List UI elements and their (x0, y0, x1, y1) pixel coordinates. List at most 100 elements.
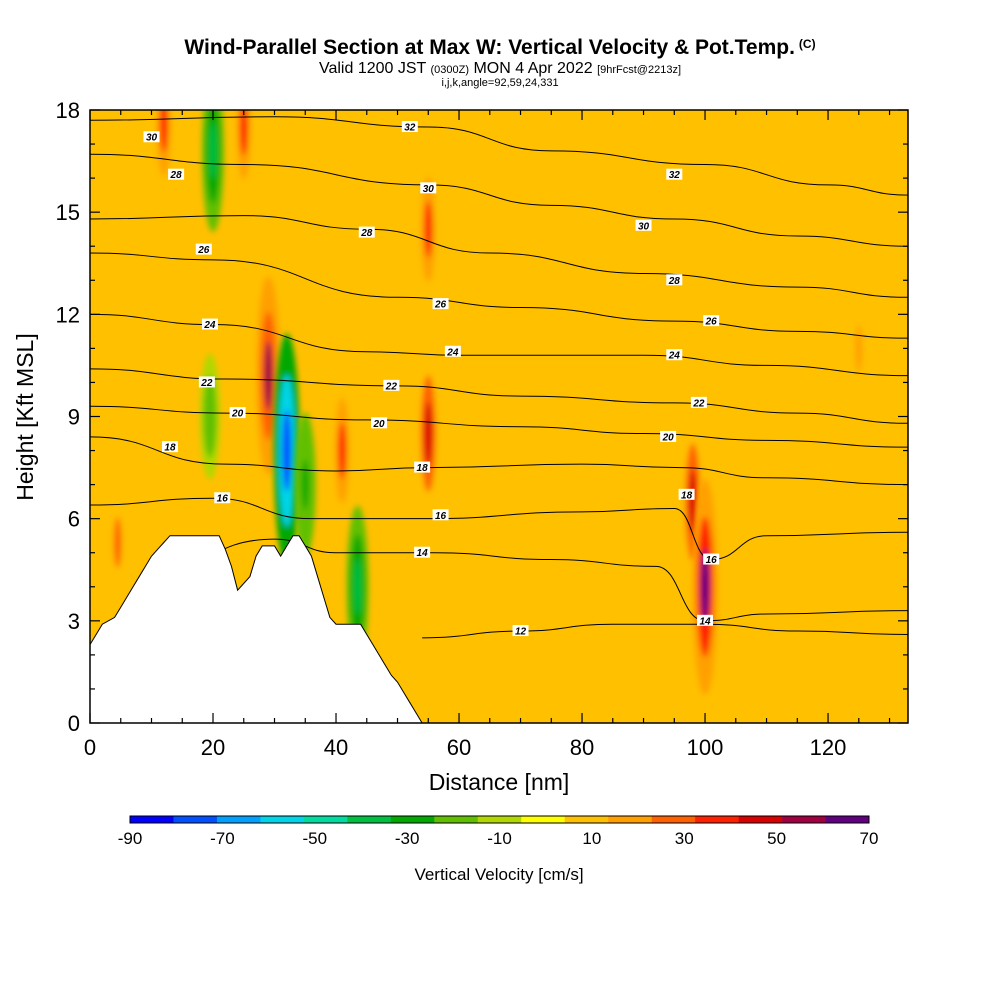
velocity-cell-12 (692, 478, 718, 695)
valid-time: Valid 1200 JST (318, 60, 427, 77)
colorbar-swatch (347, 816, 392, 823)
colorbar-swatch (303, 816, 348, 823)
colorbar-swatch (825, 816, 870, 823)
colorbar-frame (129, 815, 870, 824)
colorbar-swatch (738, 816, 783, 823)
colorbar-swatch (782, 816, 826, 823)
contour-label: 30 (635, 219, 652, 232)
colorbar: -90 -70 -50 -30 -10 10 30 50 70 (118, 815, 878, 848)
colorbar-tick-label: -30 (395, 829, 420, 848)
contour-label-text: 18 (681, 490, 693, 501)
contour-label-text: 20 (373, 419, 386, 430)
colorbar-swatch (216, 816, 261, 823)
theta-contour-20 (90, 405, 908, 448)
contour-label-text: 24 (668, 351, 681, 362)
y-axis: 0 3 6 9 12 15 18 (56, 98, 908, 736)
contour-label: 26 (703, 315, 720, 328)
x-tick-label: 80 (570, 735, 594, 760)
x-tick-label: 60 (447, 735, 471, 760)
theta-contour-16 (90, 497, 908, 561)
theta-contour-12 (422, 623, 908, 639)
velocity-cell-10 (416, 343, 440, 524)
velocity-cell-9 (417, 148, 440, 311)
colorbar-tick-label: 30 (675, 829, 694, 848)
colorbar-swatch (260, 816, 305, 823)
contour-label-text: 30 (638, 221, 650, 232)
y-tick-label: 3 (68, 609, 80, 634)
colorbar-swatch (521, 816, 566, 823)
y-tick-label: 15 (56, 200, 80, 225)
contour-label: 16 (214, 492, 231, 505)
colorbar-title: Vertical Velocity [cm/s] (414, 865, 583, 884)
contour-label: 28 (168, 168, 185, 181)
contour-label-text: 22 (692, 398, 705, 409)
contour-label-text: 26 (705, 317, 718, 328)
colorbar-tick-label: -10 (487, 829, 512, 848)
contour-label-text: 20 (662, 432, 675, 443)
contour-label: 22 (383, 379, 400, 392)
colorbar-tick-label: -50 (302, 829, 327, 848)
x-tick-label: 40 (324, 735, 348, 760)
colorbar-tick-label: -70 (210, 829, 235, 848)
contour-label-text: 18 (417, 463, 429, 474)
contour-label: 32 (666, 168, 683, 181)
colorbar-tick-label: -90 (118, 829, 143, 848)
contour-labels: 30 28 26 24 22 20 18 16 32 30 28 26 24 22 20 18 16 14 12 32… (143, 121, 720, 638)
contour-label-text: 28 (668, 276, 681, 287)
x-axis: 0 20 40 60 80 100 120 (84, 110, 891, 760)
colorbar-swatch (651, 816, 696, 823)
contour-label-text: 28 (170, 170, 183, 181)
contour-label: 24 (201, 318, 218, 331)
velocity-cell-6 (294, 412, 316, 557)
contour-label: 28 (666, 274, 683, 287)
copyright-mark: (C) (798, 37, 816, 51)
contour-label: 26 (195, 243, 212, 256)
contour-label: 12 (512, 625, 529, 638)
contour-label-text: 22 (200, 378, 213, 389)
contour-label-text: 22 (385, 381, 398, 392)
x-tick-label: 0 (84, 735, 96, 760)
contour-label-text: 20 (231, 409, 244, 420)
section-params: i,j,k,angle=92,59,24,331 (441, 77, 559, 89)
contour-label: 18 (414, 461, 431, 474)
contour-label-text: 16 (217, 494, 229, 505)
colorbar-swatch (434, 816, 479, 823)
velocity-cell-13 (848, 280, 870, 416)
theta-contour-22 (90, 368, 908, 424)
contour-label-text: 24 (203, 320, 216, 331)
theta-contour-26 (90, 252, 908, 339)
contour-label-text: 18 (164, 443, 176, 454)
contour-label-text: 32 (404, 123, 416, 134)
contour-label: 30 (143, 131, 160, 144)
y-tick-label: 12 (56, 302, 80, 327)
colorbar-swatch (564, 816, 609, 823)
contour-label: 22 (198, 376, 215, 389)
colorbar-swatch (477, 816, 522, 823)
velocity-cell-7 (331, 369, 354, 532)
contour-label-text: 26 (197, 245, 210, 256)
contour-label-text: 16 (706, 555, 718, 566)
contour-label: 20 (371, 417, 388, 430)
contour-label-text: 16 (435, 511, 447, 522)
chart-title: Wind-Parallel Section at Max W: Vertical… (0, 36, 1000, 60)
velocity-cell-0 (107, 470, 129, 615)
contour-label: 20 (229, 407, 246, 420)
valid-utc: (0300Z) (430, 64, 469, 76)
y-tick-label: 0 (68, 711, 80, 736)
theta-contour-28 (90, 215, 908, 298)
contour-label-text: 30 (146, 133, 158, 144)
contour-label-text: 14 (417, 548, 429, 559)
contour-label: 14 (414, 546, 431, 559)
colorbar-tick-label: 50 (767, 829, 786, 848)
contour-label: 16 (432, 509, 449, 522)
x-axis-title: Distance [nm] (429, 769, 570, 795)
contour-label: 24 (444, 345, 461, 358)
colorbar-swatch (390, 816, 435, 823)
contour-label-text: 30 (423, 184, 435, 195)
contour-label: 20 (660, 430, 677, 443)
velocity-cell-2 (202, 110, 225, 232)
y-axis-title: Height [Kft MSL] (12, 333, 38, 500)
contour-label-text: 32 (669, 170, 681, 181)
contour-label-text: 26 (434, 300, 447, 311)
